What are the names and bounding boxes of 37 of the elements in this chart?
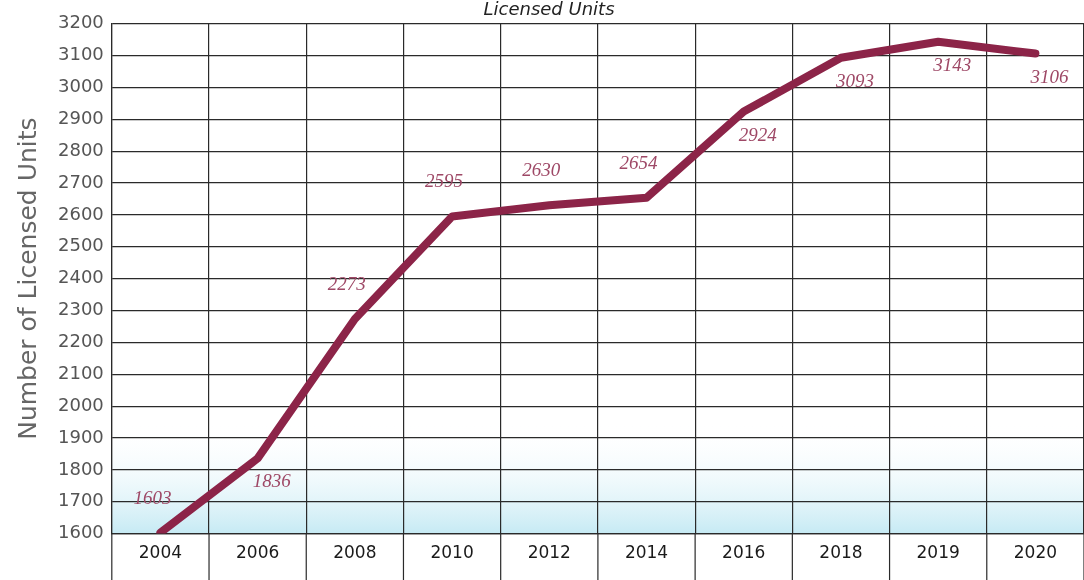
y-tick-label: 1800 bbox=[58, 457, 104, 479]
x-tick-label: 2012 bbox=[527, 542, 571, 563]
x-tick-label: 2019 bbox=[916, 542, 960, 563]
y-tick-label: 2000 bbox=[58, 393, 104, 415]
y-tick-label: 2400 bbox=[58, 266, 104, 288]
x-tick-label: 2020 bbox=[1013, 542, 1058, 563]
y-tick-label: 3200 bbox=[58, 11, 104, 33]
y-tick-label: 2800 bbox=[58, 138, 104, 160]
x-tick-label: 2016 bbox=[722, 542, 766, 563]
y-tick-label: 2200 bbox=[58, 330, 104, 352]
y-tick-label: 2100 bbox=[58, 361, 104, 383]
data-label: 1836 bbox=[252, 470, 292, 492]
y-tick-label: 2500 bbox=[58, 234, 104, 256]
y-tick-label: 2300 bbox=[58, 298, 104, 320]
x-tick-label: 2006 bbox=[236, 542, 280, 563]
chart-title: Licensed Units bbox=[483, 0, 615, 20]
y-tick-label: 1700 bbox=[58, 489, 104, 511]
data-label: 3143 bbox=[932, 53, 972, 75]
y-tick-label: 2600 bbox=[58, 202, 104, 224]
x-tick-label: 2014 bbox=[624, 542, 669, 563]
x-tick-label: 2018 bbox=[819, 542, 863, 563]
y-tick-label: 3000 bbox=[58, 75, 104, 97]
data-label: 3093 bbox=[834, 69, 874, 91]
y-tick-label: 1900 bbox=[58, 425, 104, 447]
x-tick-label: 2008 bbox=[333, 542, 377, 563]
data-label: 3106 bbox=[1029, 65, 1069, 87]
x-tick-label: 2004 bbox=[138, 542, 183, 563]
data-label: 2654 bbox=[619, 151, 659, 173]
data-label: 2924 bbox=[738, 123, 778, 145]
data-label: 2630 bbox=[522, 159, 561, 181]
x-tick-label: 2010 bbox=[430, 542, 474, 563]
data-label: 2273 bbox=[327, 273, 366, 295]
y-tick-label: 3100 bbox=[58, 43, 104, 65]
y-tick-label: 2900 bbox=[58, 106, 104, 128]
y-axis-title: Number of Licensed Units bbox=[12, 117, 42, 440]
y-tick-label: 2700 bbox=[58, 170, 104, 192]
y-tick-label: 1600 bbox=[58, 521, 104, 543]
